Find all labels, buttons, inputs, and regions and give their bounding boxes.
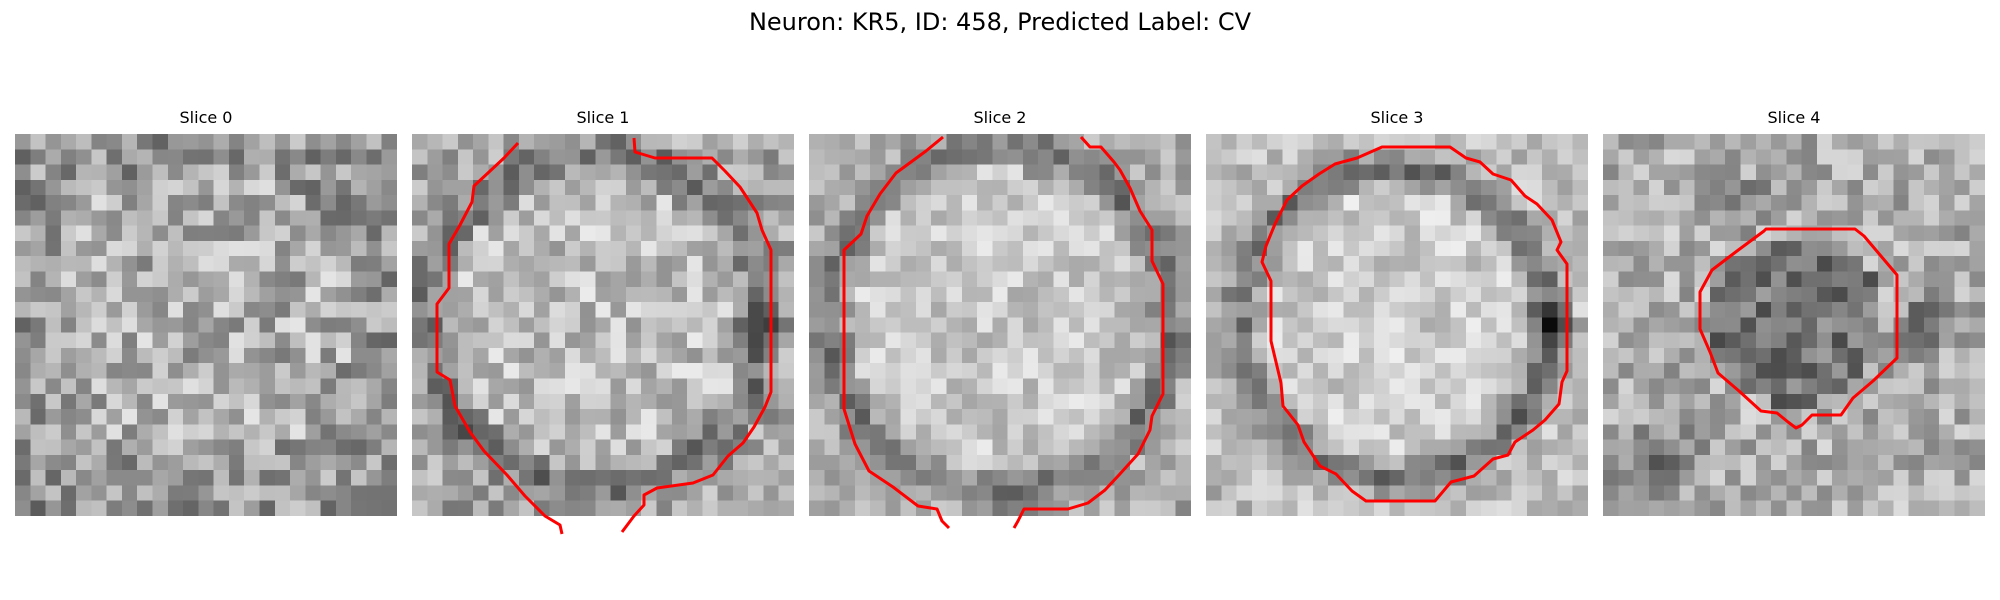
- slice-panel-0: Slice 0: [15, 108, 397, 520]
- slice-panel-4: Slice 4: [1603, 108, 1985, 520]
- slice-title: Slice 3: [1370, 108, 1424, 127]
- slice-title: Slice 4: [1767, 108, 1821, 127]
- slice-title: Slice 0: [179, 108, 233, 127]
- slice-image: [809, 134, 1191, 516]
- slice-image: [1603, 134, 1985, 516]
- slice-panel-1: Slice 1: [412, 108, 794, 535]
- figure-title: Neuron: KR5, ID: 458, Predicted Label: C…: [748, 8, 1252, 36]
- slice-image: [15, 134, 397, 516]
- slice-title: Slice 1: [576, 108, 630, 127]
- slice-image: [412, 134, 794, 516]
- slice-title: Slice 2: [973, 108, 1027, 127]
- slice-panel-2: Slice 2: [809, 108, 1191, 530]
- slice-panel-3: Slice 3: [1206, 108, 1588, 520]
- slice-image: [1206, 134, 1588, 516]
